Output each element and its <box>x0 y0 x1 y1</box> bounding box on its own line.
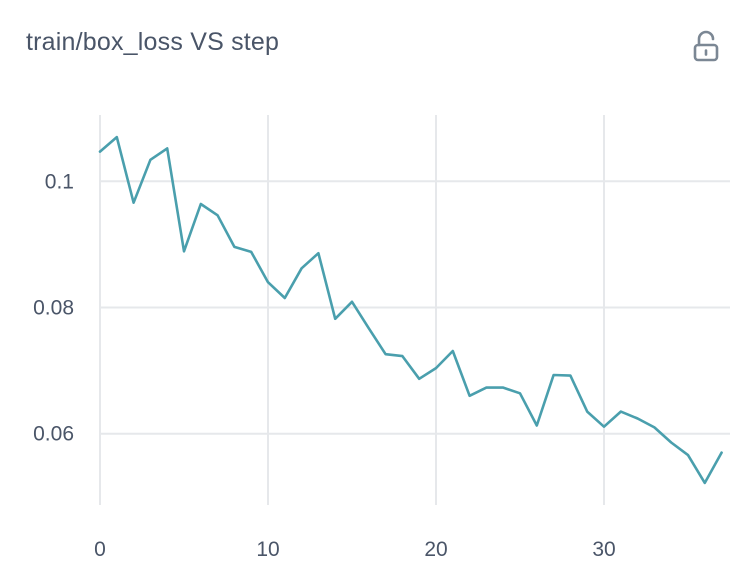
x-tick-label: 30 <box>592 538 615 561</box>
x-tick-label: 20 <box>424 538 447 561</box>
series-line <box>98 135 723 485</box>
y-tick-label: 0.08 <box>33 296 74 319</box>
chart-title: train/box_loss VS step <box>26 28 280 56</box>
unlocked-padlock-icon[interactable] <box>692 30 720 64</box>
x-tick-label: 10 <box>256 538 279 561</box>
x-tick-label: 0 <box>94 538 106 561</box>
y-tick-label: 0.1 <box>45 170 74 193</box>
y-tick-label: 0.06 <box>33 423 74 446</box>
